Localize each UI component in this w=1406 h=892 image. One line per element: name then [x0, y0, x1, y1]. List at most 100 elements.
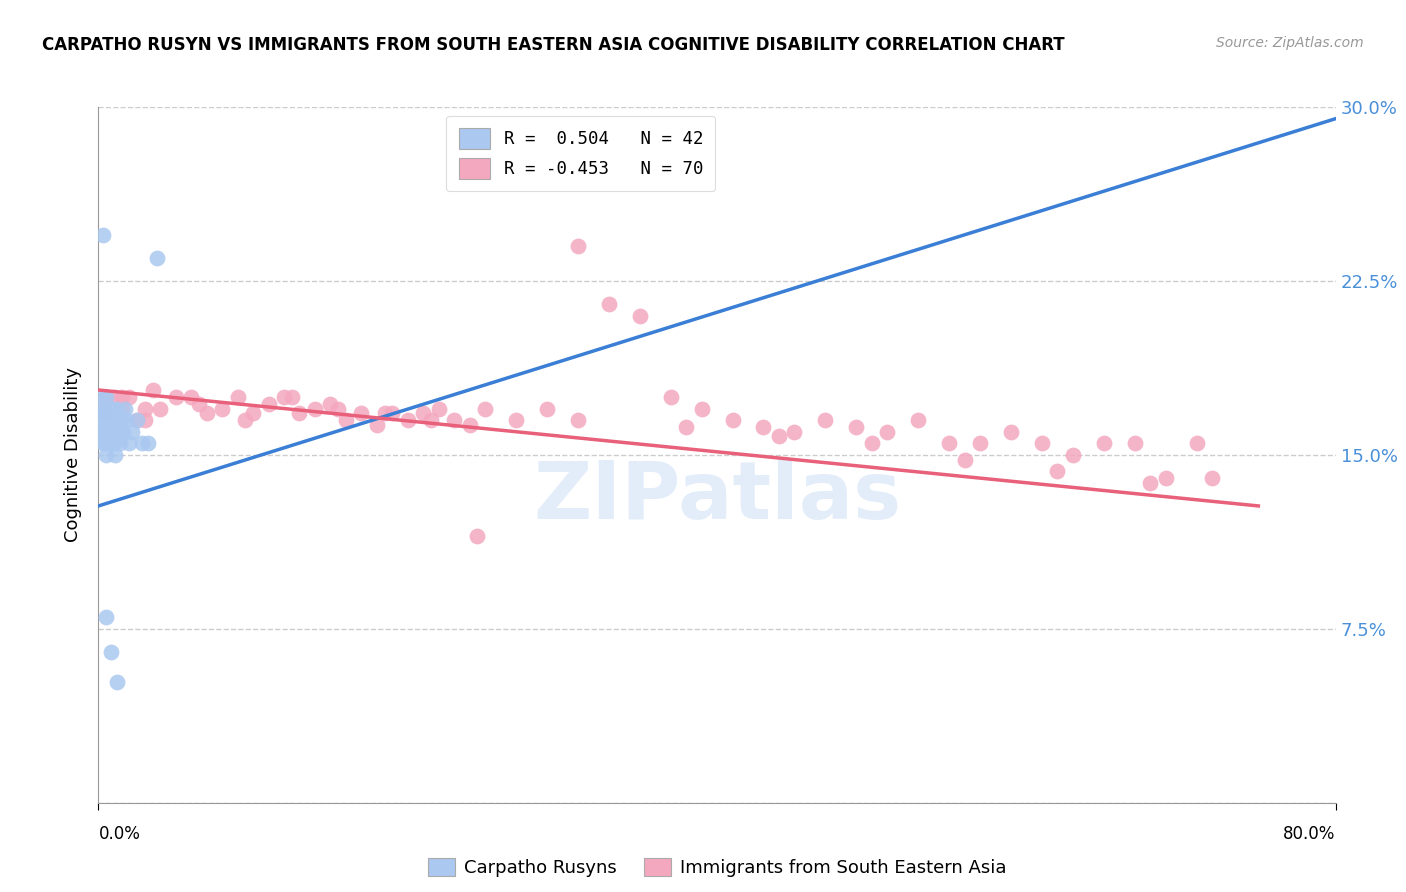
Point	[112, 425, 135, 439]
Point	[427, 401, 450, 416]
Point	[350, 406, 373, 420]
Point	[142, 383, 165, 397]
Point	[114, 401, 136, 416]
Point	[304, 401, 326, 416]
Point	[273, 390, 295, 404]
Point	[165, 390, 187, 404]
Point	[103, 390, 125, 404]
Point	[97, 401, 120, 416]
Point	[938, 436, 960, 450]
Text: Source: ZipAtlas.com: Source: ZipAtlas.com	[1216, 36, 1364, 50]
Point	[288, 406, 311, 420]
Point	[467, 529, 489, 543]
Point	[118, 436, 141, 450]
Point	[628, 309, 651, 323]
Point	[96, 448, 118, 462]
Text: 0.0%: 0.0%	[98, 825, 141, 843]
Point	[721, 413, 744, 427]
Point	[396, 413, 419, 427]
Point	[536, 401, 558, 416]
Point	[127, 413, 149, 427]
Point	[180, 390, 202, 404]
Point	[1092, 436, 1115, 450]
Point	[104, 448, 127, 462]
Point	[195, 406, 218, 420]
Point	[100, 645, 122, 659]
Point	[374, 406, 396, 420]
Point	[257, 397, 280, 411]
Point	[768, 429, 790, 443]
Point	[105, 425, 128, 439]
Point	[104, 413, 127, 427]
Point	[412, 406, 434, 420]
Point	[98, 413, 121, 427]
Point	[90, 413, 112, 427]
Point	[96, 413, 118, 427]
Point	[319, 397, 342, 411]
Point	[134, 401, 156, 416]
Point	[567, 239, 589, 253]
Point	[118, 390, 141, 404]
Legend: Carpatho Rusyns, Immigrants from South Eastern Asia: Carpatho Rusyns, Immigrants from South E…	[420, 850, 1014, 884]
Point	[107, 413, 129, 427]
Point	[105, 675, 128, 690]
Point	[96, 390, 118, 404]
Point	[335, 413, 357, 427]
Point	[93, 436, 115, 450]
Point	[675, 420, 697, 434]
Point	[1123, 436, 1146, 450]
Point	[814, 413, 837, 427]
Text: CARPATHO RUSYN VS IMMIGRANTS FROM SOUTH EASTERN ASIA COGNITIVE DISABILITY CORREL: CARPATHO RUSYN VS IMMIGRANTS FROM SOUTH …	[42, 36, 1064, 54]
Point	[969, 436, 991, 450]
Point	[127, 413, 149, 427]
Point	[91, 227, 114, 242]
Point	[1062, 448, 1084, 462]
Point	[131, 436, 153, 450]
Point	[101, 425, 124, 439]
Point	[419, 413, 441, 427]
Point	[100, 436, 122, 450]
Point	[1154, 471, 1177, 485]
Point	[97, 425, 120, 439]
Point	[98, 436, 121, 450]
Point	[783, 425, 806, 439]
Point	[242, 406, 264, 420]
Point	[752, 420, 775, 434]
Text: 80.0%: 80.0%	[1284, 825, 1336, 843]
Point	[91, 436, 114, 450]
Point	[505, 413, 527, 427]
Point	[235, 413, 257, 427]
Point	[567, 413, 589, 427]
Point	[103, 436, 125, 450]
Point	[381, 406, 404, 420]
Point	[1031, 436, 1053, 450]
Point	[149, 401, 172, 416]
Point	[226, 390, 249, 404]
Point	[96, 406, 118, 420]
Point	[188, 397, 211, 411]
Point	[953, 452, 976, 467]
Point	[1185, 436, 1208, 450]
Point	[111, 401, 134, 416]
Point	[845, 420, 868, 434]
Point	[690, 401, 713, 416]
Point	[101, 413, 124, 427]
Point	[90, 401, 112, 416]
Point	[146, 251, 169, 265]
Point	[1046, 464, 1069, 478]
Point	[443, 413, 465, 427]
Point	[366, 417, 388, 432]
Point	[134, 413, 156, 427]
Point	[105, 401, 128, 416]
Point	[111, 390, 134, 404]
Point	[111, 413, 134, 427]
Point	[907, 413, 929, 427]
Point	[326, 401, 350, 416]
Point	[96, 610, 118, 624]
Point	[598, 297, 620, 311]
Point	[96, 390, 118, 404]
Point	[91, 425, 114, 439]
Point	[100, 401, 122, 416]
Point	[121, 425, 143, 439]
Point	[876, 425, 898, 439]
